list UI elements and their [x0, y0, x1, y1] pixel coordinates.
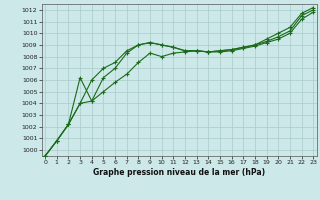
X-axis label: Graphe pression niveau de la mer (hPa): Graphe pression niveau de la mer (hPa) [93, 168, 265, 177]
